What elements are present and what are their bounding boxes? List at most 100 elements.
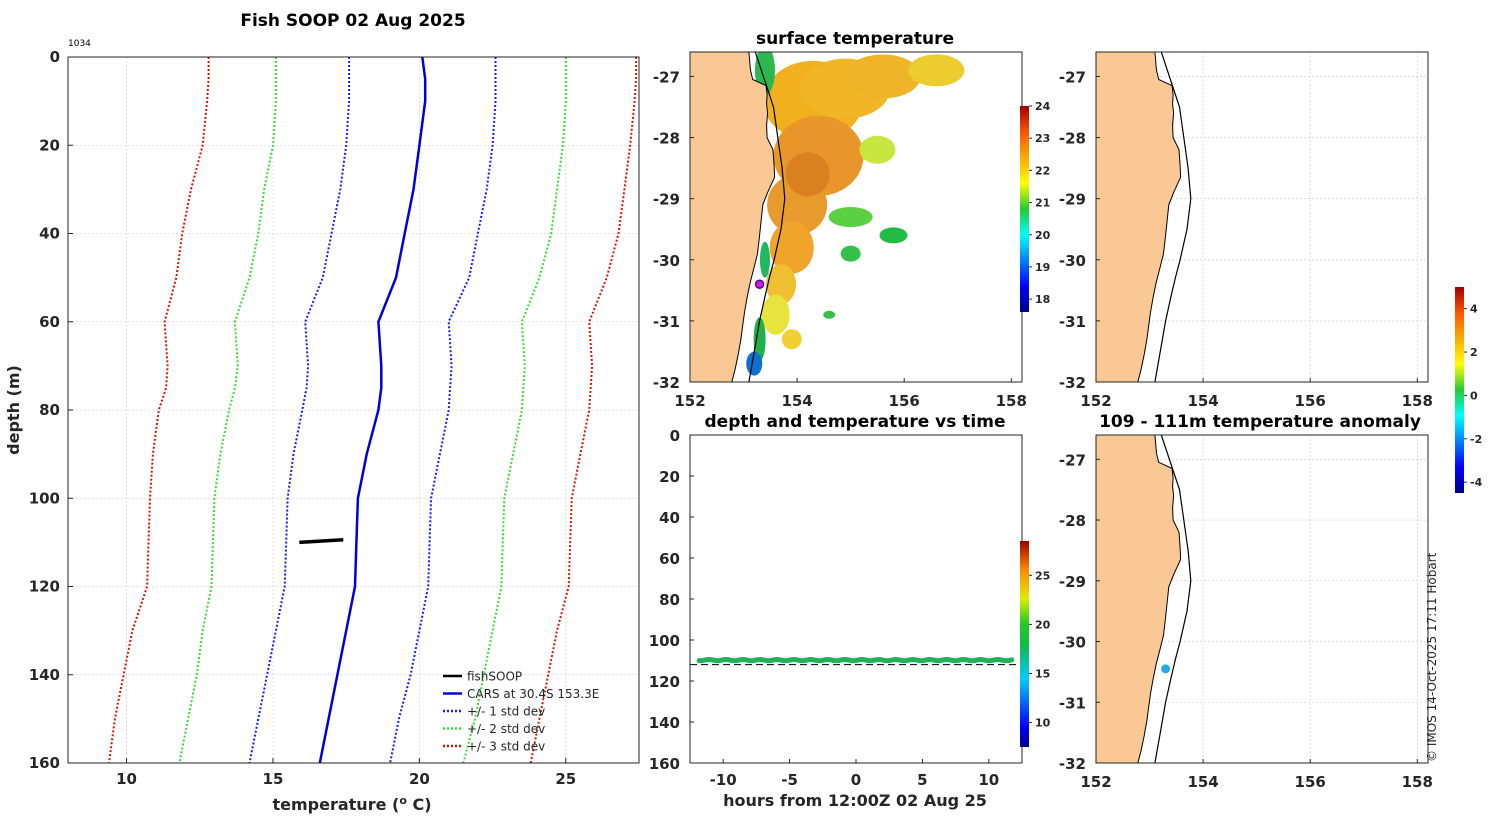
profile-panel: Fish SOOP 02 Aug 2025 1034 10 15 20 25 0 20 40… xyxy=(4,11,640,815)
map-ytick-label: -28 xyxy=(1059,512,1086,530)
map-ytick-label: -27 xyxy=(1059,451,1086,469)
timeplot-ytick-label: 160 xyxy=(649,755,680,773)
map-ytick-label: -31 xyxy=(1059,694,1086,712)
colorbar-tick-label: 23 xyxy=(1035,132,1050,145)
map-xtick-label: 158 xyxy=(1402,392,1433,410)
map-ytick-label: -27 xyxy=(1059,68,1086,86)
profile-corner-label: 1034 xyxy=(68,39,91,49)
map-ytick-label: -29 xyxy=(1059,191,1086,209)
map-top-ticks: 152 154 156 158 -27 -28 -29 -30 -31 -32 xyxy=(1059,68,1433,410)
timeplot-xtick-label: 10 xyxy=(978,771,999,789)
anomaly-panel: 109 - 111m temperature anomaly 152 154 156… xyxy=(1059,287,1483,791)
std-dev-line xyxy=(389,57,497,763)
colorbar-tick-label: 20 xyxy=(1035,618,1051,631)
map-xtick-label: 152 xyxy=(674,392,705,410)
profile-xtick-label: 10 xyxy=(116,770,137,788)
map-ytick-label: -32 xyxy=(1059,374,1086,392)
profile-xtick-label: 15 xyxy=(263,770,284,788)
map-xtick-label: 152 xyxy=(1080,773,1111,791)
map-ytick-label: -28 xyxy=(1059,130,1086,148)
colorbar-tick-label: 20 xyxy=(1035,229,1051,242)
map-ytick-label: -29 xyxy=(1059,573,1086,591)
sst-land xyxy=(690,52,775,382)
timeplot-xtick-label: -10 xyxy=(710,771,737,789)
map-top-shelf-contour xyxy=(1154,52,1192,382)
colorbar-tick-label: 4 xyxy=(1470,303,1478,316)
colorbar-tick-label: 0 xyxy=(1470,389,1478,402)
profile-ytick-label: 160 xyxy=(29,754,60,772)
sst-patch xyxy=(908,54,965,87)
colorbar-tick-label: 18 xyxy=(1035,293,1050,306)
map-ytick-label: -30 xyxy=(653,252,680,270)
sst-ticks: 152 154 156 158 -27 -28 -29 -30 -31 -32 xyxy=(653,68,1027,410)
timeplot-xtick-label: -5 xyxy=(781,771,798,789)
colorbar-tick-label: 22 xyxy=(1035,164,1050,177)
legend-label: +/- 3 std dev xyxy=(467,740,545,754)
fishsoop-profile-line xyxy=(299,537,344,545)
sst-patch xyxy=(785,152,830,197)
timeplot-xtick-label: 0 xyxy=(851,771,861,789)
anomaly-point xyxy=(1161,664,1171,674)
sst-patch xyxy=(844,54,921,99)
sst-patch xyxy=(746,351,763,376)
map-top-frame xyxy=(1095,51,1429,383)
timeplot-ytick-label: 120 xyxy=(649,673,680,691)
profile-ytick-label: 0 xyxy=(50,48,60,66)
map-xtick-label: 156 xyxy=(1295,773,1326,791)
map-xtick-label: 158 xyxy=(1402,773,1433,791)
anomaly-coastline xyxy=(1137,435,1182,763)
sst-patch xyxy=(759,241,770,278)
sst-patch xyxy=(840,245,861,262)
map-ytick-label: -30 xyxy=(1059,252,1086,270)
map-ytick-label: -29 xyxy=(653,191,680,209)
map-ytick-label: -31 xyxy=(1059,313,1086,331)
profile-title: Fish SOOP 02 Aug 2025 xyxy=(240,11,465,31)
colorbar-tick-label: 21 xyxy=(1035,197,1050,210)
anomaly-land xyxy=(1096,435,1181,763)
sst-patch xyxy=(823,310,836,319)
sst-map-content xyxy=(690,52,965,382)
legend-label: +/- 1 std dev xyxy=(467,705,545,719)
timeplot-xtick-label: 5 xyxy=(917,771,927,789)
sst-position-marker xyxy=(754,279,765,289)
profile-ylabel: depth (m) xyxy=(4,365,23,455)
profile-ytick-label: 40 xyxy=(39,225,60,243)
sst-panel: surface temperature 152 154 156 158 -27 -28 -2… xyxy=(653,29,1051,410)
std-dev-line xyxy=(529,57,638,763)
anomaly-frame xyxy=(1095,434,1429,764)
colorbar-tick-label: 19 xyxy=(1035,261,1050,274)
colorbar-tick-label: 25 xyxy=(1035,569,1050,582)
timeplot-ytick-label: 100 xyxy=(649,632,680,650)
anomaly-shelf-contour xyxy=(1154,435,1192,763)
sst-patch xyxy=(828,207,873,227)
anomaly-map-content xyxy=(1096,435,1192,763)
profile-ytick-label: 120 xyxy=(29,578,60,596)
profile-lines xyxy=(108,57,638,763)
profile-ytick-label: 80 xyxy=(39,401,60,419)
map-ytick-label: -32 xyxy=(653,374,680,392)
profile-xlabel: temperature (o C) xyxy=(272,794,431,815)
profile-legend: fishSOOP CARS at 30.4S 153.3E +/- 1 std de… xyxy=(443,670,599,754)
timeplot-colorbar-ticks: 25 20 15 10 xyxy=(1029,569,1051,729)
map-xtick-label: 154 xyxy=(1187,392,1218,410)
map-xtick-label: 154 xyxy=(781,392,812,410)
sst-patch xyxy=(859,135,896,164)
sst-coastline xyxy=(731,52,776,382)
map-xtick-label: 152 xyxy=(1080,392,1111,410)
map-xtick-label: 154 xyxy=(1187,773,1218,791)
sst-colorbar xyxy=(1020,106,1029,312)
timeplot-colorbar xyxy=(1020,541,1029,747)
anomaly-title: 109 - 111m temperature anomaly xyxy=(1099,412,1421,432)
anomaly-colorbar-ticks: 4 2 0 -2 -4 xyxy=(1464,303,1483,489)
colorbar-tick-label: 2 xyxy=(1470,346,1478,359)
timeplot-ytick-label: 40 xyxy=(659,509,680,527)
sst-patch xyxy=(781,329,802,350)
sst-patch xyxy=(879,227,908,244)
colorbar-tick-label: 24 xyxy=(1035,100,1051,113)
std-dev-line xyxy=(462,57,567,763)
std-dev-line xyxy=(248,57,351,763)
map-ytick-label: -28 xyxy=(653,130,680,148)
legend-label: +/- 2 std dev xyxy=(467,722,545,736)
timeplot-frame xyxy=(689,434,1023,764)
